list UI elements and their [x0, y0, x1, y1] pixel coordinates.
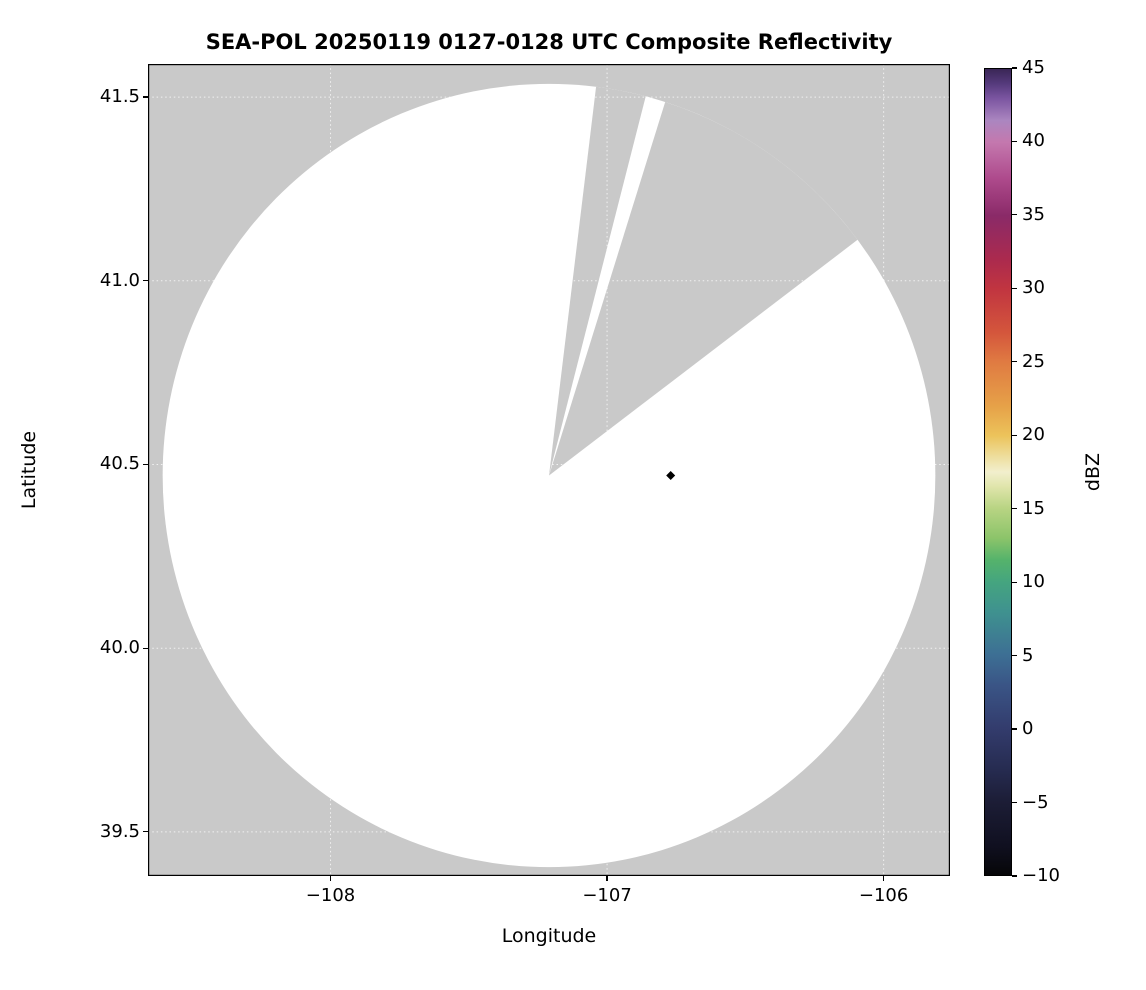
y-tick-mark — [143, 96, 148, 98]
x-axis-label: Longitude — [501, 925, 597, 947]
colorbar-tick-label: 5 — [1022, 644, 1034, 666]
colorbar-tick-mark — [1012, 361, 1017, 363]
y-tick-label: 40.0 — [99, 637, 140, 659]
y-tick-label: 40.5 — [99, 453, 140, 475]
colorbar-tick-mark — [1012, 287, 1017, 289]
colorbar-tick-label: 25 — [1022, 350, 1045, 372]
site-marker-diamond — [666, 471, 676, 481]
colorbar-tick-mark — [1012, 801, 1017, 804]
y-tick-mark — [143, 647, 148, 649]
plot-border — [148, 64, 950, 876]
colorbar-tick-label: 30 — [1022, 277, 1045, 299]
x-tick-mark — [606, 876, 608, 881]
colorbar-tick-mark — [1012, 875, 1017, 877]
colorbar-tick-mark — [1012, 508, 1017, 510]
colorbar-tick-label: −5 — [1022, 791, 1049, 813]
radar-map-plot — [148, 64, 950, 876]
x-tick-label: −107 — [582, 885, 632, 906]
colorbar — [984, 68, 1012, 876]
y-tick-mark — [143, 463, 148, 466]
x-tick-mark — [329, 876, 332, 881]
colorbar-tick-label: 20 — [1022, 424, 1045, 446]
blocked-sector-1 — [549, 101, 858, 476]
colorbar-tick-mark — [1012, 140, 1017, 143]
colorbar-tick-label: 40 — [1022, 130, 1045, 152]
x-tick-mark — [883, 876, 885, 881]
colorbar-tick-mark — [1012, 67, 1017, 69]
x-tick-label: −106 — [858, 885, 909, 906]
colorbar-tick-mark — [1012, 214, 1017, 216]
colorbar-tick-mark — [1012, 655, 1017, 657]
colorbar-tick-label: 35 — [1022, 203, 1045, 225]
colorbar-label: dBZ — [1082, 452, 1104, 492]
x-tick-label: −108 — [305, 885, 356, 906]
y-tick-label: 41.0 — [99, 269, 140, 291]
y-tick-label: 41.5 — [99, 86, 140, 108]
colorbar-tick-label: 15 — [1022, 497, 1045, 519]
colorbar-tick-mark — [1012, 581, 1017, 583]
y-tick-label: 39.5 — [99, 820, 140, 842]
colorbar-tick-mark — [1012, 434, 1017, 436]
chart-title: SEA-POL 20250119 0127-0128 UTC Composite… — [205, 30, 893, 54]
y-tick-mark — [143, 831, 148, 833]
colorbar-tick-mark — [1012, 728, 1017, 730]
y-axis-label: Latitude — [18, 430, 40, 510]
colorbar-tick-label: −10 — [1022, 865, 1060, 886]
colorbar-tick-label: 45 — [1022, 57, 1045, 78]
colorbar-tick-label: 10 — [1022, 571, 1045, 593]
y-tick-mark — [143, 280, 148, 282]
colorbar-tick-label: 0 — [1022, 718, 1034, 740]
blocked-sector-0 — [549, 86, 646, 476]
